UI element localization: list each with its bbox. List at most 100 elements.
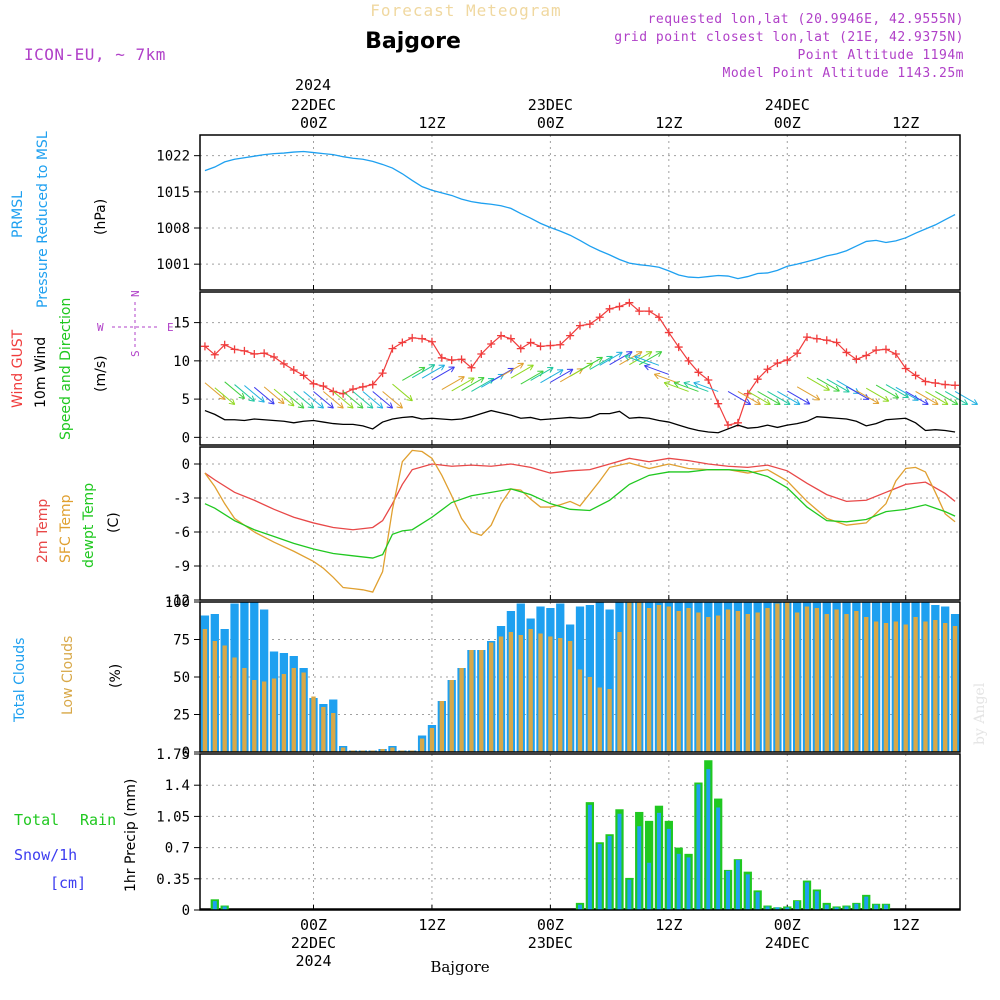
legend-rain: Rain: [80, 811, 116, 829]
snow-bar: [824, 904, 829, 910]
low-cloud-bar: [627, 602, 632, 752]
gust-marker: [220, 340, 229, 349]
gust-marker: [299, 371, 308, 380]
wind-arrow-head: [823, 384, 830, 391]
gust-marker: [694, 368, 703, 377]
wind-arrow-head: [547, 366, 554, 373]
gust-marker: [615, 302, 624, 311]
low-cloud-bar: [222, 645, 227, 752]
wind-arrow: [500, 362, 524, 377]
snow-bar: [864, 896, 869, 910]
wind-arrow-head: [653, 372, 661, 380]
sfc-temp-label: SFC Temp: [58, 494, 74, 563]
gust-marker: [566, 331, 575, 340]
top-year-label: 2024: [295, 76, 331, 94]
y-tick-label: 0: [182, 430, 190, 446]
gust-marker: [645, 307, 654, 316]
gust-marker: [773, 359, 782, 368]
y-tick-label: 0: [182, 745, 190, 761]
wind-arrow: [313, 391, 334, 409]
wind-arrow: [895, 386, 919, 401]
wind-arrow: [372, 391, 393, 409]
dewpt-line: [204, 469, 956, 559]
wind-arrow: [737, 391, 761, 405]
wind-arrow-head: [228, 398, 236, 405]
low-cloud-bar: [558, 638, 563, 752]
wind-arrow: [905, 391, 929, 405]
wind-arrow: [263, 386, 285, 404]
wind-arrow: [915, 391, 939, 405]
watermark: by Angel: [972, 682, 988, 745]
wind-arrow-head: [566, 368, 574, 375]
wind-arrow: [323, 391, 344, 409]
low-cloud-bar: [607, 689, 612, 752]
gust-marker: [358, 382, 367, 391]
gust-marker: [724, 421, 733, 430]
low-cloud-bar: [903, 624, 908, 752]
y-tick-label: 50: [173, 670, 190, 686]
low-cloud-bar: [617, 632, 622, 752]
wind-arrow: [431, 366, 455, 381]
wind-arrow-head: [376, 402, 384, 409]
snow-bar: [666, 828, 671, 910]
clouds-unit-label: (%): [108, 664, 124, 688]
wind-arrow: [293, 391, 315, 409]
low-cloud-bar: [261, 681, 267, 752]
low-cloud-bar: [775, 603, 780, 752]
gust-marker: [664, 328, 673, 337]
wind-arrow: [490, 367, 514, 382]
wind-arrow: [654, 373, 679, 384]
low-cloud-bar: [696, 612, 701, 752]
wind-arrow-head: [655, 351, 663, 358]
gust-marker: [270, 353, 279, 362]
y-tick-label: 1.4: [165, 778, 190, 794]
y-tick-label: 0.7: [165, 841, 190, 857]
y-tick-label: 0: [182, 903, 190, 919]
wind-arrow: [234, 384, 255, 402]
low-cloud-bar: [646, 608, 652, 752]
wind-arrow-head: [596, 356, 603, 363]
wind-arrow: [727, 391, 751, 405]
gust-marker: [240, 346, 249, 355]
point-altitude: Point Altitude 1194m: [797, 48, 964, 63]
wind-arrow-head: [438, 364, 446, 371]
gust-marker: [901, 364, 910, 373]
wind-arrow-head: [406, 395, 413, 402]
wind-arrow-head: [248, 395, 255, 402]
gust-marker: [951, 381, 960, 390]
wind-arrow-head: [941, 399, 949, 405]
y-tick-label: 1.05: [156, 809, 190, 825]
wind-arrow: [673, 382, 699, 392]
snow-bar: [706, 769, 711, 910]
wind-arrow-head: [238, 392, 246, 400]
wind-arrow-head: [347, 402, 354, 409]
wind-arrow-head: [396, 402, 403, 409]
low-cloud-bar: [232, 657, 237, 752]
y-tick-label: -3: [173, 491, 190, 507]
snow-bar: [755, 892, 760, 910]
gust-marker: [477, 349, 486, 358]
snow-bar: [795, 901, 800, 910]
gust-marker: [783, 356, 792, 365]
snow-bar: [647, 862, 652, 910]
wind-arrow-head: [557, 369, 564, 376]
wind-arrow: [244, 385, 265, 403]
wind-arrow: [935, 391, 959, 405]
wind-arrow: [402, 367, 426, 381]
wind-arrow: [816, 377, 840, 392]
bottom-time-label: 00Z: [537, 916, 564, 934]
gust-marker: [210, 350, 219, 359]
top-time-label: 12Z: [892, 114, 919, 132]
wind-arrow: [787, 390, 811, 405]
bottom-time-label: 12Z: [655, 916, 682, 934]
temp2m-label: 2m Temp: [35, 499, 51, 563]
wind-arrow: [540, 369, 564, 384]
bottom-time-label: 22DEC: [291, 934, 336, 952]
y-tick-label: 25: [173, 708, 190, 724]
wind-arrow-head: [803, 398, 811, 405]
wind-arrow: [530, 367, 554, 381]
wind-arrow: [875, 384, 899, 399]
bottom-time-label: 00Z: [300, 916, 327, 934]
gust-marker: [260, 349, 269, 358]
gust-label: Wind GUST: [10, 329, 26, 408]
